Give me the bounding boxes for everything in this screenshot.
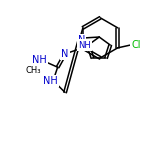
Text: Cl: Cl [131,40,141,50]
Text: NH: NH [43,76,58,85]
Text: NH: NH [32,55,47,65]
Text: CH₃: CH₃ [25,66,41,75]
Text: N: N [61,49,69,59]
Text: N: N [78,35,85,45]
Text: NH: NH [78,40,91,50]
